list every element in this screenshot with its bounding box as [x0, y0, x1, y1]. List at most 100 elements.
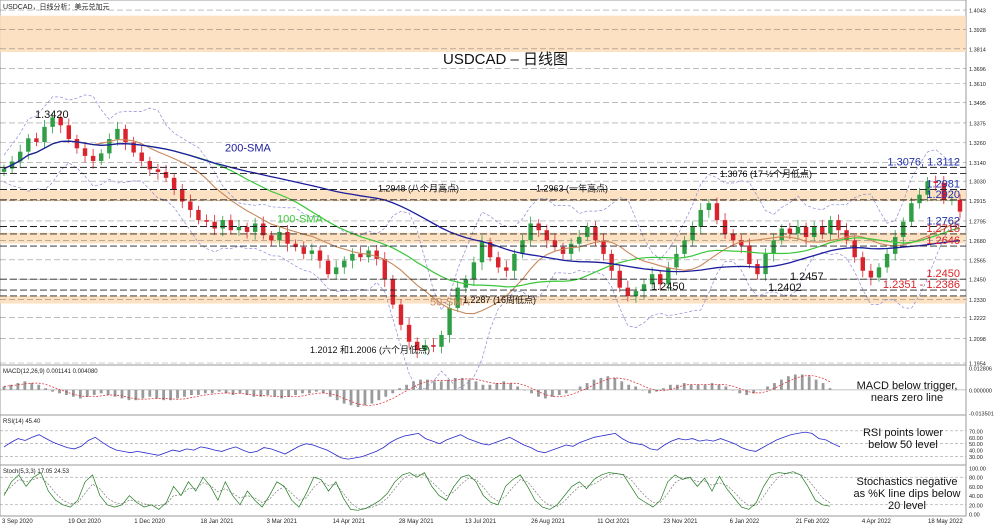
macd-bar [828, 388, 832, 390]
chart-annotation: 1.2450 [651, 281, 685, 293]
price-tick-label: 1.2098 [969, 337, 986, 343]
candle-body [868, 270, 874, 278]
candle-body [957, 199, 963, 212]
macd-bar [85, 389, 89, 397]
macd-bar [800, 374, 804, 390]
candle-body [261, 223, 266, 236]
candle-body [74, 139, 80, 149]
macd-bar [585, 383, 589, 390]
price-tick-label: 1.2795 [969, 219, 986, 225]
candle-body [820, 226, 825, 234]
macd-bar [245, 389, 249, 396]
chart-annotation: 1.2457 [790, 271, 824, 283]
key-level-label: 1.2351 - 1.2386 [883, 279, 960, 291]
stoch-panel-frame [0, 464, 967, 517]
macd-bar [162, 389, 166, 401]
macd-bar [509, 383, 513, 390]
rsi-tick-label: 70.00 [969, 429, 983, 435]
macd-bar [474, 381, 478, 390]
candle-body [803, 226, 809, 237]
candle-body [949, 199, 955, 201]
candle-body [901, 221, 906, 237]
price-tick-label: 1.3610 [969, 82, 986, 88]
candle-body [755, 264, 760, 275]
macd-bar [238, 389, 242, 394]
candle-body [50, 117, 55, 127]
macd-bar [807, 376, 811, 390]
candle-body [504, 267, 509, 271]
candle-body [333, 267, 339, 275]
stoch-tick-label: 0.00 [969, 513, 980, 519]
price-tick-label: 1.3140 [969, 161, 986, 167]
macd-bar [308, 389, 311, 394]
candle-body [495, 257, 501, 268]
candle-body [90, 155, 96, 161]
x-axis-label: 21 Feb 2022 [796, 519, 830, 525]
bollinger-upper [3, 94, 961, 311]
rsi-tick-label: 40.00 [969, 449, 983, 455]
candle-body [155, 169, 161, 172]
x-axis-label: 28 May 2021 [399, 519, 434, 525]
macd-bar [557, 389, 561, 396]
stoch-sidenote: Stochastics negative as %K line dips belo… [853, 476, 960, 512]
price-tick-label: 1.3030 [969, 180, 986, 186]
bollinger-lower [3, 162, 961, 390]
macd-bar [252, 389, 256, 397]
candle-body [455, 287, 460, 308]
macd-bar [627, 384, 631, 390]
rsi-line [3, 431, 841, 460]
key-level-label: 1.2920 [926, 189, 960, 201]
candle-body [309, 250, 315, 254]
price-tick-label: 1.2222 [969, 316, 986, 322]
candle-body [747, 245, 752, 265]
macd-bar [703, 384, 707, 390]
candle-body [325, 260, 331, 275]
macd-bar [51, 389, 54, 392]
candle-body [674, 253, 679, 268]
macd-bar [92, 389, 96, 396]
x-axis-label: 14 Apr 2021 [333, 519, 366, 525]
macd-bar [766, 386, 769, 390]
x-axis-label: 6 Jan 2022 [730, 519, 760, 525]
macd-bar [224, 389, 228, 394]
candle-body [269, 235, 274, 241]
macd-bar [65, 389, 68, 396]
macd-bar [689, 384, 693, 390]
x-axis-label: 18 Jan 2021 [200, 519, 234, 525]
candle-body [787, 228, 793, 234]
macd-bar [37, 384, 41, 390]
macd-bar [335, 389, 339, 401]
candle-body [423, 345, 428, 351]
candle-body [414, 341, 420, 351]
candle-body [771, 240, 776, 254]
candle-body [520, 240, 525, 254]
macd-label: MACD(12,26,9) 0.001141 0.004080 [3, 369, 98, 375]
candle-body [512, 253, 517, 271]
candle-body [131, 142, 136, 153]
macd-bar [516, 386, 520, 390]
macd-bar [106, 389, 110, 396]
macd-bar [439, 381, 443, 390]
macd-bar [203, 389, 207, 394]
candle-body [382, 258, 387, 280]
candle-body [17, 151, 23, 162]
macd-bar [314, 389, 318, 392]
candle-body [601, 240, 606, 254]
macd-bar [738, 389, 742, 394]
macd-bar [662, 388, 665, 390]
macd-bar [231, 389, 235, 396]
macd-bar [58, 389, 61, 394]
price-tick-label: 1.3928 [969, 28, 986, 34]
sma-50-line [3, 139, 961, 315]
price-tick-label: 1.3814 [969, 47, 986, 53]
candle-body [714, 203, 720, 221]
x-axis-label: 26 Aug 2021 [531, 519, 565, 525]
x-axis-label: 3 Sep 2020 [2, 519, 33, 525]
price-zone [0, 232, 966, 244]
x-axis-label: 4 Apr 2022 [862, 519, 892, 525]
candle-body [115, 128, 120, 140]
candle-body [479, 242, 485, 263]
stoch-tick-label: 20.00 [969, 503, 983, 509]
macd-bar [294, 389, 297, 396]
candle-body [884, 253, 890, 268]
